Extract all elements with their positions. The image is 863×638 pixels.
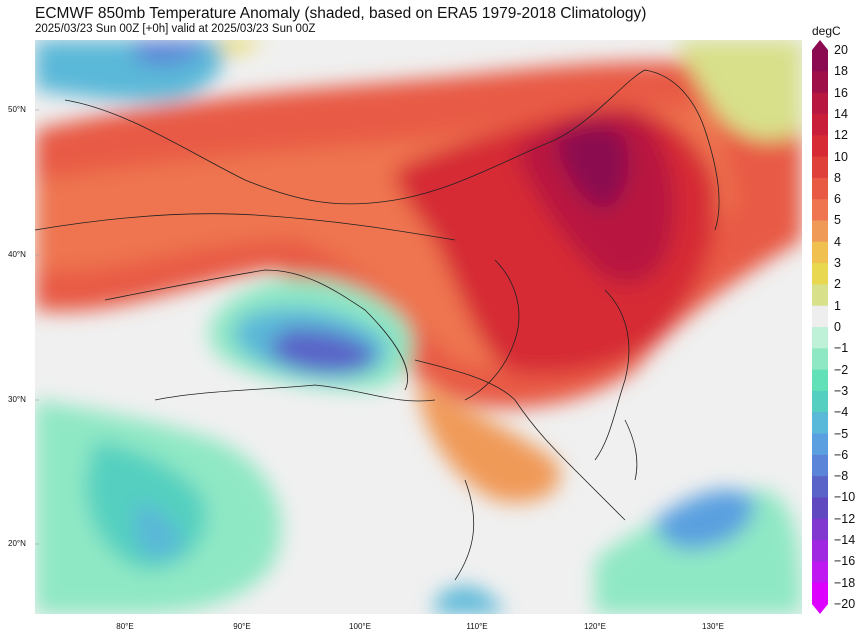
colorbar-tick-label: 12 [834, 128, 848, 143]
colorbar-tick-label: −10 [834, 490, 856, 505]
colorbar-extend-bottom [812, 604, 828, 614]
colorbar-segment [812, 412, 828, 435]
lon-label-90: 90°E [233, 622, 251, 631]
colorbar-tick-label: 3 [834, 256, 841, 271]
lat-label-20: 20°N [8, 539, 26, 548]
shaded-anomaly-field [35, 40, 802, 614]
colorbar-tick-label: −1 [834, 341, 849, 356]
colorbar-segment [812, 113, 828, 136]
lon-label-110: 110°E [466, 622, 488, 631]
colorbar-tick-label: 10 [834, 149, 848, 164]
map-title: ECMWF 850mb Temperature Anomaly (shaded,… [35, 5, 647, 22]
colorbar-segment [812, 433, 828, 456]
colorbar-tick-label: −4 [834, 405, 849, 420]
colorbar [812, 40, 828, 614]
colorbar-tick-label: −14 [834, 533, 856, 548]
colorbar-segment [812, 92, 828, 115]
colorbar-segment [812, 220, 828, 243]
colorbar-segment [812, 497, 828, 520]
colorbar-tick-label: −16 [834, 554, 856, 569]
colorbar-segment [812, 327, 828, 349]
colorbar-segment [812, 241, 828, 264]
colorbar-segment [812, 454, 828, 477]
tick-marks [35, 109, 39, 545]
colorbar-tick-label: 18 [834, 64, 848, 79]
colorbar-segment [812, 348, 828, 371]
colorbar-segment [812, 518, 828, 541]
colorbar-tick-label: 16 [834, 85, 848, 100]
lon-label-130: 130°E [702, 622, 724, 631]
colorbar-tick-label: 2 [834, 277, 841, 292]
colorbar-unit: degC [812, 24, 841, 38]
colorbar-segment [812, 540, 828, 562]
colorbar-segment [812, 390, 828, 413]
lon-label-80: 80°E [116, 622, 134, 631]
colorbar-tick-label: −3 [834, 383, 849, 398]
colorbar-tick-label: 6 [834, 192, 841, 207]
colorbar-segment [812, 50, 828, 72]
colorbar-tick-label: −2 [834, 362, 849, 377]
colorbar-segment [812, 263, 828, 285]
colorbar-segment [812, 582, 828, 605]
colorbar-tick-label: −5 [834, 426, 849, 441]
colorbar-tick-label: −18 [834, 575, 856, 590]
map-subtitle: 2025/03/23 Sun 00Z [+0h] valid at 2025/0… [35, 23, 316, 35]
colorbar-segment [812, 135, 828, 158]
lat-label-40: 40°N [8, 250, 26, 259]
anomaly-map [35, 40, 802, 614]
colorbar-tick-label: −12 [834, 511, 856, 526]
lon-label-120: 120°E [584, 622, 606, 631]
colorbar-tick-label: 8 [834, 170, 841, 185]
lat-label-50: 50°N [8, 105, 26, 114]
colorbar-segment [812, 369, 828, 392]
colorbar-segment [812, 71, 828, 94]
coastlines-and-borders [35, 69, 720, 581]
colorbar-segment [812, 156, 828, 179]
colorbar-segment [812, 476, 828, 498]
lat-label-30: 30°N [8, 395, 26, 404]
colorbar-tick-label: 1 [834, 298, 841, 313]
colorbar-segment [812, 199, 828, 221]
colorbar-tick-label: 5 [834, 213, 841, 228]
colorbar-tick-label: −8 [834, 469, 849, 484]
colorbar-extend-top [812, 40, 828, 50]
colorbar-tick-label: 0 [834, 320, 841, 334]
colorbar-segment [812, 561, 828, 584]
colorbar-segment [812, 305, 828, 328]
colorbar-tick-label: −20 [834, 597, 856, 611]
lon-label-100: 100°E [349, 622, 371, 631]
colorbar-tick-label: −6 [834, 447, 849, 462]
colorbar-tick-label: 20 [834, 43, 848, 57]
colorbar-tick-label: 14 [834, 106, 848, 121]
colorbar-tick-label: 4 [834, 234, 841, 249]
map-panel [35, 40, 802, 614]
colorbar-segment [812, 284, 828, 307]
colorbar-segment [812, 177, 828, 200]
